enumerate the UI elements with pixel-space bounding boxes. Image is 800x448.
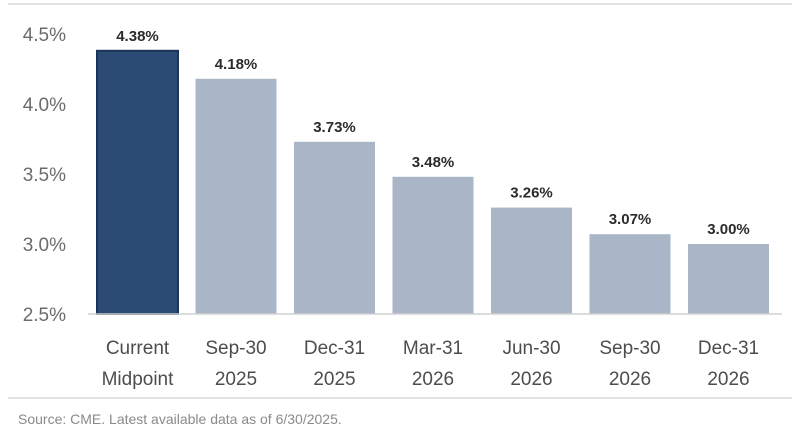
bar [294, 141, 375, 314]
x-tick-label: Midpoint [102, 369, 175, 390]
data-label: 3.48% [412, 154, 455, 171]
data-label: 3.00% [707, 221, 750, 238]
x-tick-label: 2025 [313, 369, 355, 390]
y-tick-label: 4.5% [23, 25, 66, 46]
x-tick-label: Sep-30 [599, 338, 660, 359]
bar [688, 244, 769, 314]
data-label: 4.18% [215, 56, 258, 73]
data-label: 4.38% [116, 28, 159, 45]
bar [589, 234, 671, 314]
bar [392, 176, 474, 314]
x-tick-label: Current [106, 338, 170, 359]
x-tick-label: Jun-30 [502, 338, 560, 359]
y-axis: 2.5% 3.0% 3.5% 4.0% 4.5% [23, 25, 66, 326]
x-tick-label: 2025 [215, 369, 257, 390]
x-axis: Current Midpoint Sep-30 2025 Dec-31 2025 Mar-3… [102, 338, 760, 390]
source-note: Source: CME. Latest available data as of… [18, 411, 342, 427]
data-label: 3.26% [510, 185, 553, 202]
x-tick-label: Mar-31 [403, 338, 463, 359]
x-tick-label: 2026 [707, 369, 749, 390]
data-label: 3.07% [609, 211, 652, 228]
data-label: 3.73% [313, 119, 356, 136]
x-tick-label: 2026 [609, 369, 651, 390]
x-tick-label: Dec-31 [304, 338, 365, 359]
x-tick-label: 2026 [412, 369, 454, 390]
x-tick-label: Sep-30 [205, 338, 266, 359]
bar [195, 78, 277, 314]
y-tick-label: 3.5% [23, 165, 66, 186]
y-tick-label: 3.0% [23, 235, 66, 256]
bars [96, 49, 769, 316]
x-tick-label: Dec-31 [698, 338, 759, 359]
bar [491, 207, 572, 314]
y-tick-label: 4.0% [23, 95, 66, 116]
data-labels: 4.38% 4.18% 3.73% 3.48% 3.26% 3.07% 3.00% [116, 28, 750, 238]
bar [96, 49, 179, 316]
y-tick-label: 2.5% [23, 305, 66, 326]
x-tick-label: 2026 [510, 369, 552, 390]
